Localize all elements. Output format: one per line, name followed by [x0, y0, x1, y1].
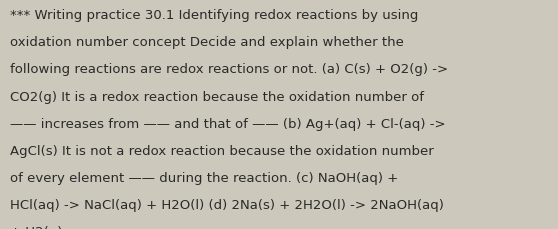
Text: following reactions are redox reactions or not. (a) C(s) + O2(g) ->: following reactions are redox reactions …: [10, 63, 448, 76]
Text: CO2(g) It is a redox reaction because the oxidation number of: CO2(g) It is a redox reaction because th…: [10, 90, 424, 103]
Text: oxidation number concept Decide and explain whether the: oxidation number concept Decide and expl…: [10, 36, 404, 49]
Text: + H2(g): + H2(g): [10, 225, 62, 229]
Text: —— increases from —— and that of —— (b) Ag+(aq) + Cl-(aq) ->: —— increases from —— and that of —— (b) …: [10, 117, 446, 130]
Text: AgCl(s) It is not a redox reaction because the oxidation number: AgCl(s) It is not a redox reaction becau…: [10, 144, 434, 157]
Text: of every element —— during the reaction. (c) NaOH(aq) +: of every element —— during the reaction.…: [10, 171, 398, 184]
Text: HCl(aq) -> NaCl(aq) + H2O(l) (d) 2Na(s) + 2H2O(l) -> 2NaOH(aq): HCl(aq) -> NaCl(aq) + H2O(l) (d) 2Na(s) …: [10, 198, 444, 211]
Text: *** Writing practice 30.1 Identifying redox reactions by using: *** Writing practice 30.1 Identifying re…: [10, 9, 418, 22]
